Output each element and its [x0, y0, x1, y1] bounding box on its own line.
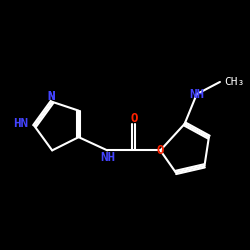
- Text: O: O: [130, 112, 138, 125]
- Text: N: N: [47, 90, 55, 103]
- Text: N: N: [47, 90, 55, 103]
- Text: HN: HN: [14, 118, 28, 130]
- Text: CH₃: CH₃: [224, 77, 244, 87]
- Text: NH: NH: [100, 150, 115, 164]
- Text: NH: NH: [189, 88, 204, 101]
- Text: O: O: [156, 144, 164, 157]
